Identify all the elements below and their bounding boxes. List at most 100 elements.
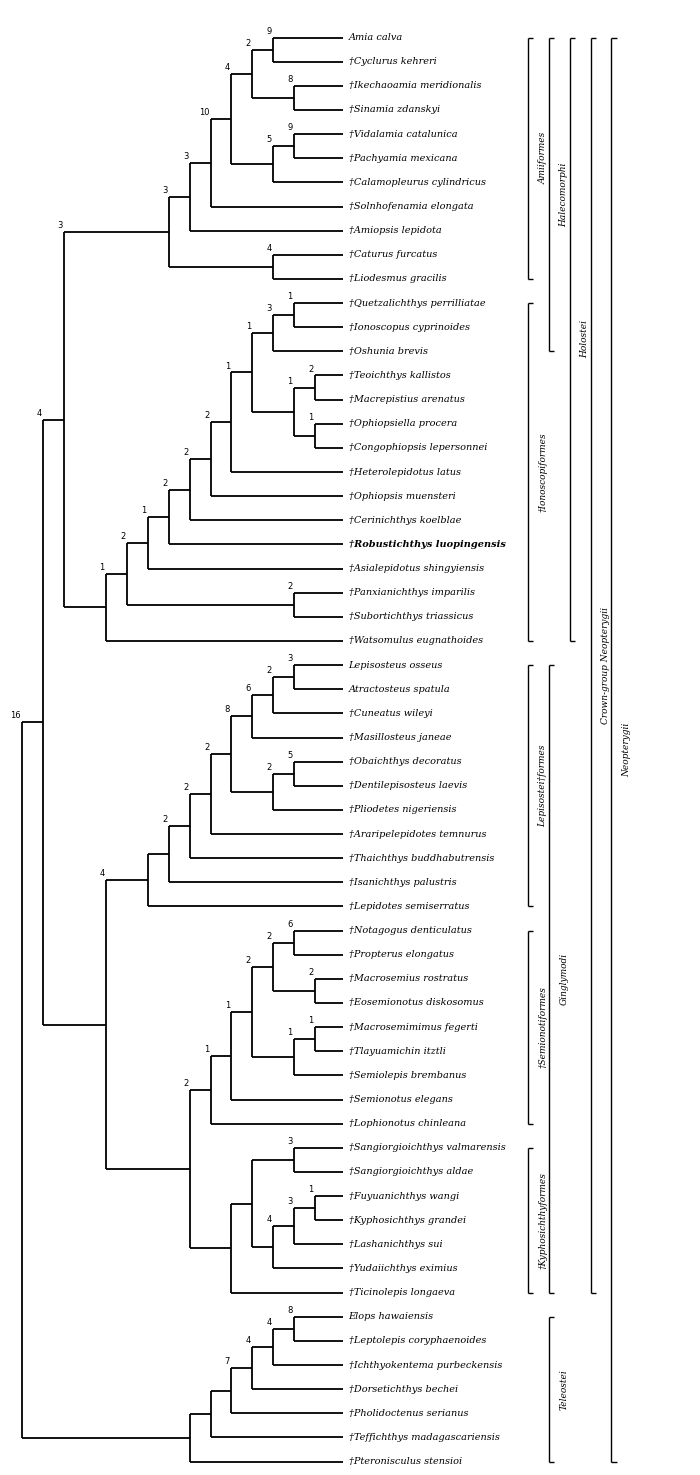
Text: †Watsomulus eugnathoides: †Watsomulus eugnathoides: [349, 636, 483, 646]
Text: 7: 7: [225, 1357, 230, 1366]
Text: 8: 8: [288, 75, 293, 84]
Text: 2: 2: [309, 364, 314, 373]
Text: 9: 9: [267, 27, 272, 35]
Text: †Leptolepis coryphaenoides: †Leptolepis coryphaenoides: [349, 1336, 486, 1345]
Text: †Teoichthys kallistos: †Teoichthys kallistos: [349, 372, 450, 381]
Text: Halecomorphi: Halecomorphi: [559, 162, 568, 227]
Text: 2: 2: [204, 743, 209, 752]
Text: †Oshunia brevis: †Oshunia brevis: [349, 347, 428, 355]
Text: 1: 1: [309, 1016, 314, 1025]
Text: †Dentilepisosteus laevis: †Dentilepisosteus laevis: [349, 782, 467, 791]
Text: †Yudaiichthys eximius: †Yudaiichthys eximius: [349, 1264, 457, 1273]
Text: 1: 1: [288, 1028, 293, 1037]
Text: †Macrepistius arenatus: †Macrepistius arenatus: [349, 395, 465, 404]
Text: 16: 16: [10, 711, 21, 720]
Text: 2: 2: [246, 956, 251, 965]
Text: †Dorsetichthys bechei: †Dorsetichthys bechei: [349, 1385, 458, 1394]
Text: 5: 5: [267, 136, 272, 145]
Text: Atractosteus spatula: Atractosteus spatula: [349, 684, 450, 693]
Text: †Vidalamia catalunica: †Vidalamia catalunica: [349, 130, 457, 139]
Text: Amiiformes: Amiiformes: [538, 133, 547, 184]
Text: †Heterolepidotus latus: †Heterolepidotus latus: [349, 468, 461, 476]
Text: 3: 3: [267, 304, 272, 313]
Text: 3: 3: [288, 1137, 293, 1146]
Text: Amia calva: Amia calva: [349, 32, 403, 43]
Text: †Subortichthys triassicus: †Subortichthys triassicus: [349, 612, 473, 621]
Text: Holostei: Holostei: [580, 320, 589, 358]
Text: †Sangiorgioichthys valmarensis: †Sangiorgioichthys valmarensis: [349, 1143, 505, 1152]
Text: 1: 1: [309, 413, 314, 422]
Text: †Panxianichthys imparilis: †Panxianichthys imparilis: [349, 589, 475, 597]
Text: †Ichthyokentema purbeckensis: †Ichthyokentema purbeckensis: [349, 1360, 502, 1369]
Text: 10: 10: [199, 108, 209, 117]
Text: 1: 1: [99, 563, 104, 572]
Text: 4: 4: [267, 243, 272, 252]
Text: Ginglymodi: Ginglymodi: [559, 953, 568, 1004]
Text: 2: 2: [183, 448, 188, 457]
Text: 4: 4: [267, 1317, 272, 1328]
Text: †Ionoscopiformes: †Ionoscopiformes: [538, 432, 547, 512]
Text: †Pteronisculus stensioi: †Pteronisculus stensioi: [349, 1457, 462, 1466]
Text: 3: 3: [288, 1198, 293, 1207]
Text: 2: 2: [309, 968, 314, 976]
Text: †Araripelepidotes temnurus: †Araripelepidotes temnurus: [349, 829, 486, 839]
Text: 1: 1: [225, 361, 230, 370]
Text: †Kyphosichthyformes: †Kyphosichthyformes: [538, 1171, 547, 1268]
Text: 3: 3: [288, 655, 293, 664]
Text: 4: 4: [36, 409, 42, 417]
Text: 2: 2: [183, 783, 188, 792]
Text: †Calamopleurus cylindricus: †Calamopleurus cylindricus: [349, 178, 486, 187]
Text: 4: 4: [225, 63, 230, 72]
Text: †Isanichthys palustris: †Isanichthys palustris: [349, 878, 456, 886]
Text: †Sangiorgioichthys aldae: †Sangiorgioichthys aldae: [349, 1167, 473, 1177]
Text: †Propterus elongatus: †Propterus elongatus: [349, 950, 454, 959]
Text: †Ticinolepis longaeva: †Ticinolepis longaeva: [349, 1288, 455, 1297]
Text: †Pliodetes nigeriensis: †Pliodetes nigeriensis: [349, 805, 456, 814]
Text: †Pachyamia mexicana: †Pachyamia mexicana: [349, 153, 457, 162]
Text: †Robustichthys luopingensis: †Robustichthys luopingensis: [349, 540, 505, 549]
Text: †Notagogus denticulatus: †Notagogus denticulatus: [349, 926, 472, 935]
Text: 1: 1: [225, 1002, 230, 1010]
Text: †Ionoscopus cyprinoides: †Ionoscopus cyprinoides: [349, 323, 470, 332]
Text: †Lepidotes semiserratus: †Lepidotes semiserratus: [349, 901, 469, 912]
Text: †Thaichthys buddhabutrensis: †Thaichthys buddhabutrensis: [349, 854, 494, 863]
Text: 5: 5: [288, 751, 293, 760]
Text: †Masillosteus janeae: †Masillosteus janeae: [349, 733, 451, 742]
Text: 4: 4: [246, 1336, 251, 1345]
Text: 2: 2: [204, 412, 209, 420]
Text: †Caturus furcatus: †Caturus furcatus: [349, 251, 437, 260]
Text: Teleostei: Teleostei: [559, 1369, 568, 1410]
Text: †Tlayuamichin itztli: †Tlayuamichin itztli: [349, 1047, 445, 1056]
Text: 2: 2: [267, 667, 272, 676]
Text: †Cerinichthys koelblae: †Cerinichthys koelblae: [349, 516, 461, 525]
Text: 2: 2: [288, 581, 293, 591]
Text: Lepisostei†formes: Lepisostei†formes: [538, 745, 547, 827]
Text: 4: 4: [267, 1215, 272, 1224]
Text: 8: 8: [225, 705, 230, 714]
Text: Crown-group Neopterygii: Crown-group Neopterygii: [601, 606, 610, 724]
Text: †Cyclurus kehreri: †Cyclurus kehreri: [349, 58, 436, 66]
Text: †Pholidoctenus serianus: †Pholidoctenus serianus: [349, 1409, 468, 1417]
Text: †Congophiopsis lepersonnei: †Congophiopsis lepersonnei: [349, 444, 487, 453]
Text: †Macrosemius rostratus: †Macrosemius rostratus: [349, 975, 468, 984]
Text: †Quetzalichthys perrilliatae: †Quetzalichthys perrilliatae: [349, 298, 485, 308]
Text: 1: 1: [204, 1044, 209, 1053]
Text: 2: 2: [267, 932, 272, 941]
Text: †Lashanichthys sui: †Lashanichthys sui: [349, 1240, 442, 1249]
Text: †Asialepidotus shingyiensis: †Asialepidotus shingyiensis: [349, 563, 484, 574]
Text: †Solnhofenamia elongata: †Solnhofenamia elongata: [349, 202, 473, 211]
Text: †Obaichthys decoratus: †Obaichthys decoratus: [349, 757, 461, 766]
Text: †Cuneatus wileyi: †Cuneatus wileyi: [349, 709, 433, 718]
Text: 3: 3: [57, 221, 63, 230]
Text: 4: 4: [99, 869, 104, 879]
Text: 2: 2: [183, 1078, 188, 1087]
Text: †Fuyuanichthys wangi: †Fuyuanichthys wangi: [349, 1192, 459, 1201]
Text: 1: 1: [288, 292, 293, 301]
Text: †Semionotus elegans: †Semionotus elegans: [349, 1094, 452, 1103]
Text: †Amiopsis lepidota: †Amiopsis lepidota: [349, 226, 442, 235]
Text: †Ikechaoamia meridionalis: †Ikechaoamia meridionalis: [349, 81, 481, 90]
Text: Lepisosteus osseus: Lepisosteus osseus: [349, 661, 443, 670]
Text: †Sinamia zdanskyi: †Sinamia zdanskyi: [349, 106, 440, 115]
Text: †Ophiopsis muensteri: †Ophiopsis muensteri: [349, 491, 456, 500]
Text: †Lophionotus chinleana: †Lophionotus chinleana: [349, 1120, 466, 1128]
